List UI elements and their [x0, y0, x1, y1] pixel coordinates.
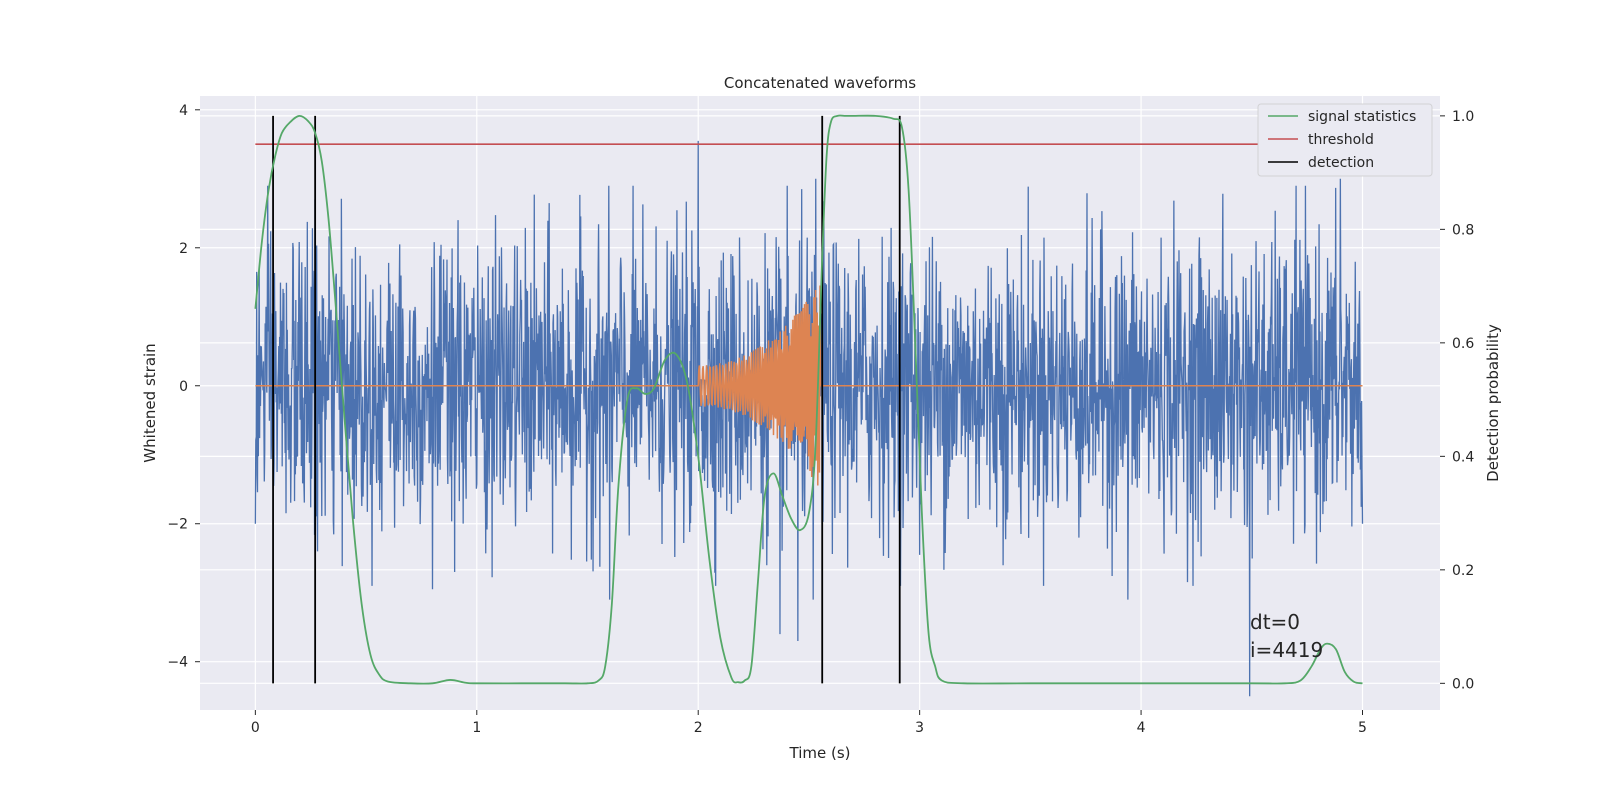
detection-series	[272, 115, 901, 684]
strain-series	[254, 140, 1364, 697]
y-axis-label: Whitened strain	[141, 343, 159, 462]
x-tick-label: 0	[251, 720, 260, 736]
y-right-tick-label: 0.6	[1452, 336, 1474, 352]
x-tick-label: 2	[694, 720, 703, 736]
signal-statistics-series	[254, 114, 1363, 685]
y-tick-label: 0	[179, 379, 188, 395]
y-right-tick-label: 0.0	[1452, 676, 1474, 692]
y-tick-label: −4	[167, 655, 188, 671]
x-tick-label: 3	[915, 720, 924, 736]
y-right-tick-label: 1.0	[1452, 109, 1474, 125]
x-tick-label: 5	[1358, 720, 1367, 736]
chart-title: Concatenated waveforms	[724, 74, 916, 92]
y-axis-right-label: Detection probability	[1484, 324, 1502, 482]
axes-ticks: 0 1 2 3 4 5 −4 −2 0 2 4 0.0 0.2 0.4 0.6 0.8 1.0	[167, 103, 1474, 736]
x-axis-label: Time (s)	[789, 744, 851, 762]
y-tick-label: −2	[167, 517, 188, 533]
legend-label-threshold: threshold	[1308, 132, 1374, 148]
legend-box	[1257, 103, 1433, 177]
x-tick-label: 4	[1137, 720, 1146, 736]
annotation-dt: dt=0	[1250, 610, 1300, 634]
x-tick-label: 1	[472, 720, 481, 736]
waveform-series	[255, 285, 1363, 486]
y-tick-label: 2	[179, 241, 188, 257]
legend: signal statistics threshold detection	[1257, 103, 1433, 177]
strain-line	[254, 140, 1364, 697]
legend-label-detection: detection	[1308, 155, 1374, 171]
annotation-i: i=4419	[1250, 638, 1323, 662]
waveform-line	[255, 285, 1363, 486]
y-right-tick-label: 0.2	[1452, 563, 1474, 579]
y-right-tick-label: 0.8	[1452, 222, 1474, 238]
signal-statistics-line	[254, 114, 1363, 685]
y-right-tick-label: 0.4	[1452, 449, 1474, 465]
legend-label-signal-statistics: signal statistics	[1308, 109, 1416, 125]
y-tick-label: 4	[179, 103, 188, 119]
